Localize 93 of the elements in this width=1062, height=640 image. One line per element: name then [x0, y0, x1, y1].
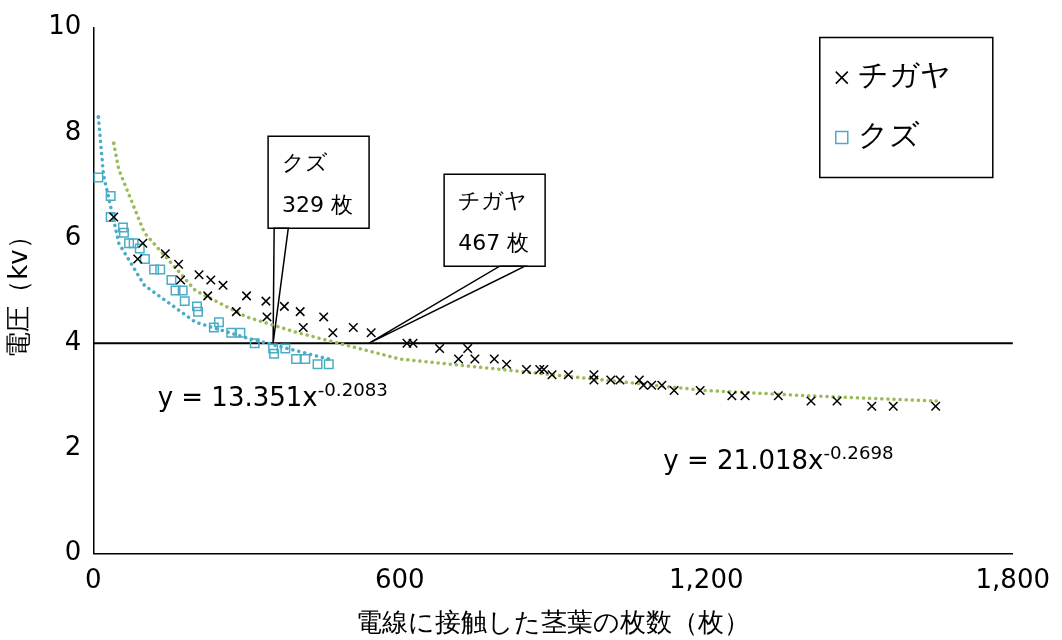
point: [137, 238, 148, 249]
point: [268, 343, 279, 354]
point: [213, 317, 224, 328]
annotation: チガヤ 467 枚: [458, 188, 530, 256]
point: [202, 290, 213, 301]
point: [295, 306, 306, 317]
point: [538, 364, 549, 375]
point: [149, 264, 160, 275]
point: [605, 375, 616, 386]
point: [489, 353, 500, 364]
point: [208, 322, 219, 333]
point: [155, 264, 166, 275]
point: [231, 306, 242, 317]
point: [638, 380, 649, 391]
point: [669, 385, 680, 396]
point: [193, 306, 203, 317]
legend-label: チガヤ: [857, 57, 951, 93]
point: [175, 275, 186, 286]
point: [170, 285, 181, 296]
annotation: クズ 329 枚: [282, 150, 354, 218]
point: [646, 380, 657, 391]
point: [280, 343, 291, 354]
point: [134, 243, 145, 254]
point: [726, 390, 737, 401]
point: [348, 322, 359, 333]
point: [866, 401, 877, 412]
point: [132, 254, 143, 265]
point: [173, 259, 184, 270]
point: [521, 364, 532, 375]
point: [260, 296, 271, 307]
point: [453, 353, 464, 364]
y-tick-label: 8: [64, 115, 82, 146]
point: [656, 380, 667, 391]
y-tick-label: 2: [64, 431, 82, 462]
point: [241, 290, 252, 301]
point: [226, 327, 237, 338]
point: [434, 343, 445, 354]
point: [191, 301, 202, 312]
y-tick-label: 0: [64, 536, 82, 567]
point: [117, 222, 128, 233]
point: [312, 359, 323, 370]
point: [318, 311, 329, 322]
y-axis-title: 電圧（kv）: [3, 223, 34, 358]
point: [327, 327, 338, 338]
y-tick-label: 10: [48, 10, 82, 41]
point: [806, 396, 816, 407]
point: [291, 353, 302, 364]
point: [194, 269, 205, 280]
x-tick-label: 0: [85, 563, 102, 594]
point: [773, 390, 784, 401]
point: [695, 385, 706, 396]
x-tick-label: 600: [374, 563, 425, 594]
point: [888, 401, 899, 412]
point: [261, 311, 272, 322]
point: [462, 343, 473, 354]
point: [614, 375, 625, 386]
point: [547, 369, 558, 380]
point: [205, 275, 216, 286]
point: [166, 275, 177, 286]
point: [740, 390, 751, 401]
point: [124, 238, 135, 249]
point: [105, 190, 116, 201]
x-tick-label: 1,200: [669, 563, 744, 594]
point: [118, 227, 129, 238]
point: [634, 375, 645, 386]
point: [501, 359, 512, 370]
point: [930, 401, 941, 412]
point: [269, 348, 280, 359]
y-tick-label: 6: [64, 220, 82, 251]
point: [469, 353, 480, 364]
point: [249, 338, 260, 349]
point: [235, 327, 246, 338]
x-axis-title: 電線に接触した茎葉の枚数（枚）: [356, 607, 751, 638]
point: [408, 338, 419, 349]
point: [300, 353, 311, 364]
point: [177, 285, 188, 296]
point: [93, 172, 104, 183]
point: [179, 296, 190, 307]
point: [832, 396, 843, 407]
point: [401, 338, 412, 349]
point: [534, 364, 545, 375]
point: [128, 238, 139, 249]
point: [563, 369, 574, 380]
point: [323, 359, 334, 370]
point: [160, 248, 171, 259]
point: [279, 301, 290, 312]
point: [298, 322, 309, 333]
point: [139, 254, 150, 265]
y-tick-label: 4: [64, 325, 82, 356]
legend-label: クズ: [857, 117, 920, 153]
x-tick-label: 1,800: [975, 563, 1050, 594]
point: [218, 280, 229, 291]
point: [366, 327, 377, 338]
